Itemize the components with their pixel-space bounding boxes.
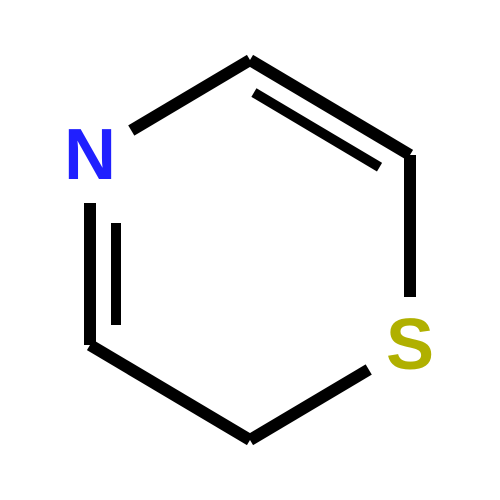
molecule-diagram (0, 0, 500, 500)
atom-label-nitrogen: N (64, 114, 116, 196)
atom-label-sulfur: S (386, 304, 434, 386)
